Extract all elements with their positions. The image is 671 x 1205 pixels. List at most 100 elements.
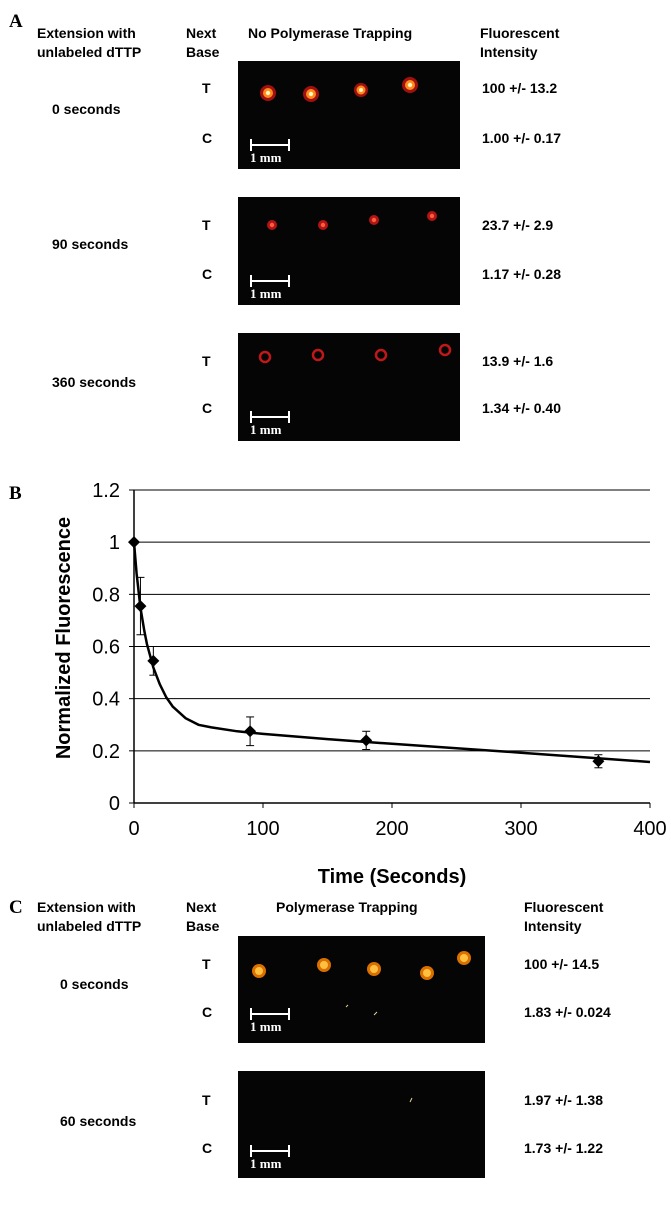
- intensity-value: 23.7 +/- 2.9: [482, 217, 554, 233]
- x-tick-label: 0: [128, 818, 139, 840]
- data-point: [147, 646, 160, 676]
- chart-gridlines: [134, 489, 650, 752]
- data-point: [134, 576, 147, 636]
- x-tick-label: 100: [246, 818, 279, 840]
- panel-a-base-c: C: [202, 266, 213, 282]
- panel-c-header-extension: Extension with unlabeled dTTP: [37, 899, 142, 934]
- panel-a-base-t: T: [202, 80, 211, 96]
- intensity-value: 1.34 +/- 0.40: [482, 400, 562, 416]
- panel-b-letter: B: [9, 483, 22, 504]
- fluorescence-scan-image: 1 mm: [238, 61, 460, 169]
- panel-a-time-label: 90 seconds: [52, 236, 129, 252]
- panel-a-base-c: C: [202, 130, 213, 146]
- y-tick-labels: 0 0.2 0.4 0.6 0.8 1 1.2: [92, 480, 120, 815]
- scale-bar-label: 1 mm: [250, 150, 282, 165]
- scale-bar-label: 1 mm: [250, 1019, 282, 1034]
- fluorescence-scan-image: 1 mm: [238, 333, 460, 441]
- spot: [374, 348, 388, 362]
- scale-bar-label: 1 mm: [250, 422, 282, 437]
- spot: [260, 85, 276, 101]
- panel-c-base-t: T: [202, 1092, 211, 1108]
- panel-c-base-t: T: [202, 956, 211, 972]
- scale-bar-label: 1 mm: [250, 286, 282, 301]
- x-tick-labels: 0 100 200 300 400: [128, 818, 666, 840]
- diamond-marker: [128, 536, 140, 549]
- scan-spots: [409, 1097, 413, 1103]
- x-axis-label: Time (Seconds): [318, 866, 467, 888]
- fit-curve-line: [132, 542, 651, 764]
- scan-spots: [258, 343, 452, 364]
- y-tick-label: 0.2: [92, 741, 120, 763]
- spot: [311, 348, 325, 362]
- intensity-value: 1.00 +/- 0.17: [482, 130, 562, 146]
- intensity-value: 1.17 +/- 0.28: [482, 266, 562, 282]
- panel-a-header-extension: Extension with unlabeled dTTP: [37, 25, 142, 60]
- data-point: [244, 716, 257, 747]
- scan-spots: [260, 77, 418, 102]
- spot: [420, 966, 434, 980]
- panel-a-letter: A: [9, 11, 23, 32]
- y-tick-label: 0.8: [92, 584, 120, 606]
- panel-c-header-intensity: Fluorescent Intensity: [524, 899, 604, 934]
- x-tick-label: 300: [504, 818, 537, 840]
- panel-c-header-base: Next Base: [186, 899, 220, 934]
- spot: [258, 350, 272, 364]
- panel-c-base-c: C: [202, 1004, 213, 1020]
- chart-axes: [129, 489, 651, 808]
- panel-c-time-label: 60 seconds: [60, 1113, 137, 1129]
- y-tick-label: 1.2: [92, 480, 120, 502]
- spot: [369, 215, 379, 225]
- y-tick-label: 0.6: [92, 637, 120, 659]
- intensity-value: 1.83 +/- 0.024: [524, 1004, 611, 1020]
- spot: [317, 958, 331, 972]
- panel-a-base-t: T: [202, 353, 211, 369]
- spot: [457, 951, 471, 965]
- spot: [318, 220, 328, 230]
- panel-c-letter: C: [9, 897, 23, 918]
- fit-curve: [132, 542, 651, 764]
- y-axis-label: Normalized Fluorescence: [53, 517, 75, 759]
- spot: [354, 83, 368, 97]
- diamond-marker: [360, 734, 373, 747]
- spot: [267, 220, 277, 230]
- scale-bar-label: 1 mm: [250, 1156, 282, 1171]
- diamond-marker: [134, 600, 147, 613]
- panel-a-base-t: T: [202, 217, 211, 233]
- diamond-marker: [244, 725, 257, 738]
- x-tick-label: 400: [633, 818, 666, 840]
- panel-a-time-label: 360 seconds: [52, 374, 137, 390]
- diamond-marker: [147, 654, 160, 667]
- panel-c-base-c: C: [202, 1140, 213, 1156]
- panel-a-header-intensity: Fluorescent Intensity: [480, 25, 560, 60]
- fluorescence-scan-image: 1 mm: [238, 936, 485, 1043]
- intensity-value: 1.97 +/- 1.38: [524, 1092, 604, 1108]
- fluorescence-scan-image: 1 mm: [238, 1071, 485, 1178]
- y-tick-label: 0: [109, 793, 120, 815]
- y-tick-label: 1: [109, 532, 120, 554]
- panel-a-header-trapping: No Polymerase Trapping: [248, 25, 413, 41]
- decay-chart: 0 0.2 0.4 0.6 0.8 1 1.2 0 100 200 300 400 Normaliz…: [53, 480, 667, 888]
- x-tick-label: 200: [375, 818, 408, 840]
- diamond-marker: [592, 755, 605, 768]
- fluorescence-scan-image: 1 mm: [238, 197, 460, 305]
- spot: [303, 86, 319, 102]
- panel-c-header-trapping: Polymerase Trapping: [276, 899, 418, 915]
- spot: [252, 964, 266, 978]
- spot: [427, 211, 437, 221]
- panel-c-time-label: 0 seconds: [60, 976, 129, 992]
- data-points: [128, 536, 605, 769]
- y-tick-label: 0.4: [92, 689, 120, 711]
- scan-spots: [252, 951, 471, 1016]
- intensity-value: 13.9 +/- 1.6: [482, 353, 554, 369]
- data-point: [592, 754, 605, 769]
- intensity-value: 1.73 +/- 1.22: [524, 1140, 604, 1156]
- spot: [367, 962, 381, 976]
- panel-a-base-c: C: [202, 400, 213, 416]
- spot: [438, 343, 452, 357]
- scan-spots: [267, 211, 437, 230]
- intensity-value: 100 +/- 14.5: [524, 956, 600, 972]
- data-point: [360, 730, 373, 751]
- panel-a-time-label: 0 seconds: [52, 101, 121, 117]
- data-point: [128, 536, 140, 549]
- intensity-value: 100 +/- 13.2: [482, 80, 558, 96]
